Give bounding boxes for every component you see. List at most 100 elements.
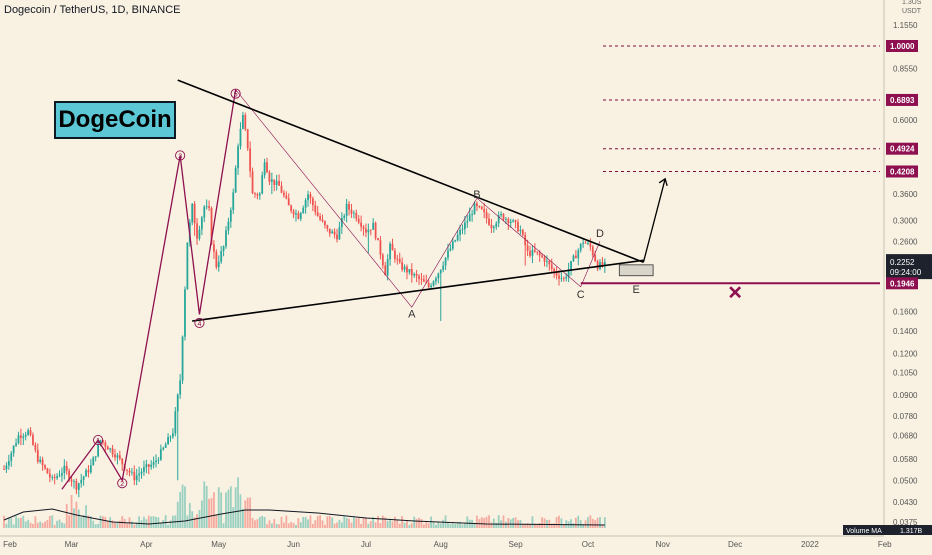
candle-body [336,234,338,240]
volume-bar [357,517,360,528]
volume-bar [73,508,75,528]
volume-bar [70,495,73,528]
candle-body [227,221,230,231]
candle-body [278,180,280,186]
volume-bar [316,516,319,528]
volume-bar [307,519,309,528]
time-tick: Feb [3,540,17,549]
wave-label-2: 2 [120,481,124,488]
volume-bar [287,523,290,528]
volume-bar [246,497,249,528]
volume-bar [584,520,587,528]
candle-body [473,203,476,215]
volume-bar [99,515,102,528]
candle-body [584,242,587,244]
wave-label-circle [230,88,241,99]
triangle-trendlines [177,79,644,322]
volume-bar [44,521,46,528]
candle-body [307,194,309,201]
candle-body [594,255,597,262]
candle-body [596,261,599,269]
candle-body [82,476,85,480]
candle-body [333,231,336,235]
candle-body [589,243,592,247]
candle-body [232,192,235,211]
candle-body [254,193,256,195]
volume-bar [492,518,495,528]
volume-bar [449,523,452,528]
candle-body [321,219,324,222]
candle-body [295,213,297,215]
candle-body [186,242,189,290]
volume-bar [254,520,256,528]
symbol-title[interactable]: Dogecoin / TetherUS, 1D, BINANCE [4,4,181,16]
candle-body [466,221,469,223]
volume-bar [203,481,206,528]
price-axis: 1.3US USDT 1.1550 1.0000 0.8550 0.6893 0.6000 0… [843,0,932,550]
volume-bar [278,524,280,528]
candle-body [369,229,372,231]
volume-bar [560,518,563,528]
volume-bar [594,520,597,528]
candle-body [172,433,174,437]
candle-body [19,435,22,438]
volume-bar [258,516,261,528]
volume-bar [533,523,536,528]
volume-bar [389,519,391,528]
time-tick: Mar [65,540,79,549]
volume-bar [348,518,350,528]
volume-bar [186,515,189,528]
candle-body [531,249,534,256]
volume-bar [418,517,420,528]
volume-bar [401,516,404,528]
candle-body [17,435,20,444]
volume-bar [234,487,237,528]
candle-body [500,213,502,216]
volume-bar [80,517,83,528]
level-tag-0.4208 [886,165,918,178]
candle-body [357,218,360,223]
volume-bar [188,503,191,528]
volume-bar [68,515,71,528]
volume-bar [181,484,184,528]
candle-body [198,229,201,239]
volume-bar [447,522,449,528]
wave-label-1: 1 [96,438,100,445]
volume-bar [384,517,387,528]
volume-bar [261,515,264,528]
volume-bar [408,524,411,528]
consolidation-box [618,264,654,277]
candle-body [133,471,136,481]
volume-bar [251,517,254,528]
candle-body [394,250,396,259]
volume-bar [179,491,182,528]
volume-bar [97,523,100,528]
candle-body [299,212,302,219]
candle-body [51,477,54,478]
volume-bar [367,523,370,528]
volume-bar [184,486,186,528]
candle-body [398,259,401,263]
candle-body [63,465,66,474]
candle-body [311,198,314,206]
candle-body [205,206,208,207]
candle-body [273,179,276,185]
volume-bar [326,516,329,528]
price-tick: 0.3600 [893,190,918,199]
candle-body [106,446,109,450]
candle-body [210,207,213,245]
price-tick: 1.1550 [893,21,918,30]
candle-body [582,242,585,244]
volume-bar [394,516,396,528]
level-tag-text: 0.4924 [890,145,915,154]
candle-body [150,464,153,467]
candle-body [143,467,145,472]
volume-bar [140,520,143,528]
volume-bar [461,524,464,528]
volume-bar [456,523,459,528]
volume-bar [369,521,372,528]
volume-bar [280,516,283,528]
candle-body [225,230,227,247]
